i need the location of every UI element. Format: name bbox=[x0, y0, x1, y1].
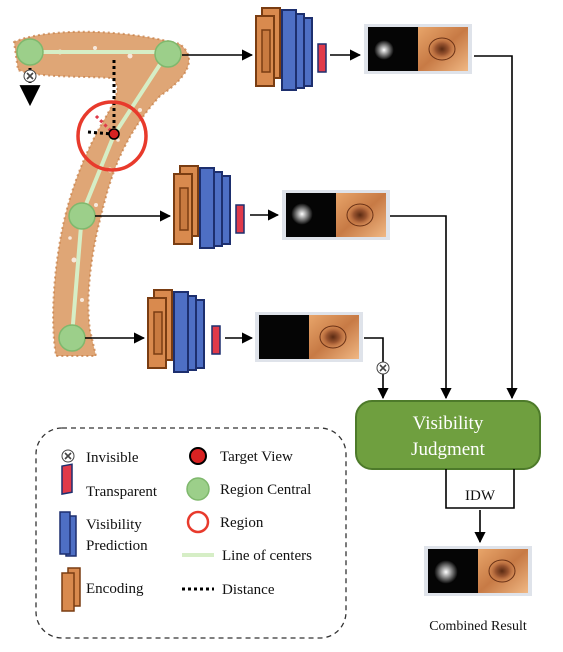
legend-region-central: Region Central bbox=[186, 477, 311, 501]
svg-text:Prediction: Prediction bbox=[86, 538, 148, 554]
svg-text:Encoding: Encoding bbox=[86, 581, 144, 597]
network-3 bbox=[147, 289, 221, 373]
region-circle bbox=[76, 100, 148, 172]
idw-bracket bbox=[445, 469, 515, 509]
region-center-1 bbox=[16, 38, 44, 66]
svg-text:Target View: Target View bbox=[220, 449, 293, 465]
combined-result-label: Combined Result bbox=[429, 619, 527, 634]
legend-target-view: Target View bbox=[189, 447, 293, 465]
predictor-2 bbox=[199, 167, 231, 249]
region-center-3 bbox=[68, 202, 96, 230]
result-image-1 bbox=[363, 23, 473, 75]
svg-text:Transparent: Transparent bbox=[86, 484, 158, 500]
arrows bbox=[85, 49, 518, 544]
svg-text:Line of centers: Line of centers bbox=[222, 548, 312, 564]
predictor-3 bbox=[173, 291, 205, 373]
transparent-legend-icon bbox=[61, 463, 73, 495]
region-central-legend-icon bbox=[186, 477, 210, 501]
legend-box bbox=[35, 427, 347, 639]
invisible-arrow-icon bbox=[376, 361, 390, 375]
svg-text:Region Central: Region Central bbox=[220, 482, 311, 498]
target-view-point bbox=[108, 128, 120, 140]
distance-red-line bbox=[94, 114, 114, 134]
svg-text:Region: Region bbox=[220, 515, 264, 531]
transparent-marker-2 bbox=[235, 204, 245, 234]
transparent-marker-1 bbox=[317, 43, 327, 73]
legend-region: Region bbox=[186, 510, 264, 534]
visibility-judgment-box bbox=[355, 400, 541, 470]
region-legend-icon bbox=[186, 510, 210, 534]
encoder-1 bbox=[255, 7, 281, 87]
region-center-4 bbox=[58, 324, 86, 352]
target-view-legend-icon bbox=[189, 447, 207, 465]
legend-transparent: Transparent bbox=[61, 463, 158, 500]
network-2 bbox=[173, 165, 245, 249]
transparent-marker-3 bbox=[211, 325, 221, 355]
legend-line-of-centers: Line of centers bbox=[182, 548, 312, 564]
network-1 bbox=[255, 7, 327, 91]
invisible-legend-icon bbox=[61, 449, 75, 463]
distance-lines bbox=[19, 60, 116, 136]
legend-visibility-prediction: Visibility Prediction bbox=[59, 511, 148, 557]
encoding-legend-icon bbox=[61, 572, 75, 612]
point-cloud bbox=[12, 30, 191, 357]
encoder-2 bbox=[173, 165, 199, 245]
svg-text:Invisible: Invisible bbox=[86, 450, 139, 466]
encoder-3 bbox=[147, 289, 173, 369]
svg-text:Distance: Distance bbox=[222, 582, 275, 598]
legend-distance: Distance bbox=[182, 582, 275, 598]
judgment-line-2: Judgment bbox=[411, 439, 486, 460]
prediction-legend-icon bbox=[59, 511, 71, 555]
invisible-icon bbox=[23, 69, 37, 83]
predictor-1 bbox=[281, 9, 313, 91]
region-center-2 bbox=[154, 40, 182, 68]
result-image-3 bbox=[254, 311, 364, 363]
result-image-2 bbox=[281, 189, 391, 241]
judgment-line-1: Visibility bbox=[413, 413, 484, 434]
legend-invisible: Invisible bbox=[61, 449, 139, 466]
legend-encoding: Encoding bbox=[61, 567, 144, 612]
svg-text:Visibility: Visibility bbox=[86, 517, 142, 533]
combined-result-image bbox=[423, 545, 533, 597]
idw-label: IDW bbox=[465, 488, 496, 504]
